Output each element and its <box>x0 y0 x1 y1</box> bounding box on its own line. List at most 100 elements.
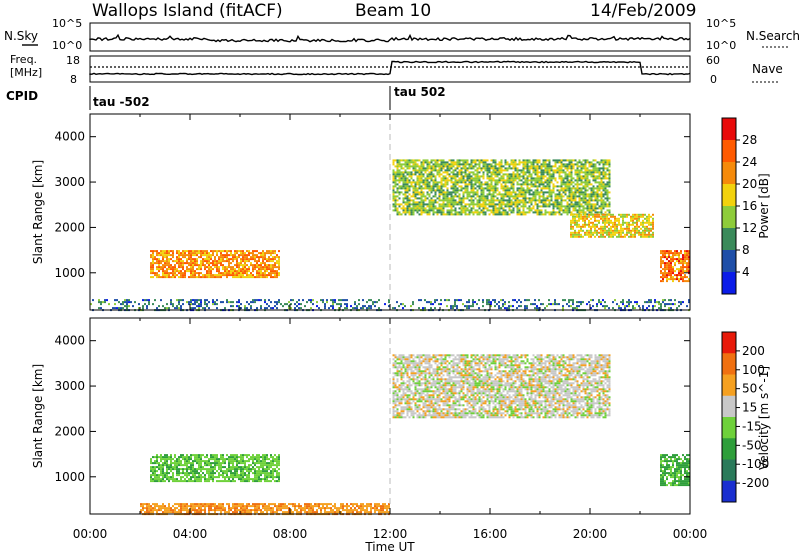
power-cell <box>562 299 564 302</box>
velocity-cell <box>278 474 280 477</box>
power-cell <box>248 252 250 255</box>
velocity-cell <box>198 456 200 459</box>
power-cell <box>620 229 622 232</box>
power-cell <box>228 258 230 261</box>
velocity-cell <box>248 458 250 461</box>
power-cell <box>452 163 455 166</box>
power-cell <box>612 225 614 228</box>
power-cell <box>508 213 511 216</box>
power-cell <box>648 231 650 234</box>
power-cell <box>174 264 176 267</box>
power-cell <box>666 262 668 265</box>
power-cell <box>420 193 423 196</box>
power-cell <box>600 185 603 188</box>
power-cell <box>470 183 473 186</box>
power-cell <box>570 175 573 178</box>
power-cell <box>442 211 445 214</box>
power-cell <box>518 173 521 176</box>
power-cell <box>604 159 607 162</box>
power-cell <box>412 201 415 204</box>
power-cell <box>412 181 415 184</box>
velocity-cell <box>182 480 184 483</box>
power-cell <box>524 177 527 180</box>
power-cell <box>472 171 475 174</box>
power-cbar-tick-label-4: 20 <box>742 177 757 191</box>
date-title: 14/Feb/2009 <box>590 1 696 21</box>
power-cell <box>588 235 590 238</box>
power-cell <box>440 205 443 208</box>
power-cell <box>502 177 505 180</box>
power-cell <box>588 207 591 210</box>
power-cell <box>662 250 664 253</box>
power-cell <box>540 165 543 168</box>
velocity-cell <box>158 478 160 481</box>
power-cell <box>486 207 489 210</box>
velocity-cell <box>164 454 166 457</box>
velocity-cell <box>234 476 236 479</box>
power-cell <box>404 171 407 174</box>
power-cell <box>210 254 212 257</box>
power-cell <box>486 173 489 176</box>
power-cell <box>542 185 545 188</box>
velocity-cell <box>166 460 168 463</box>
power-cell <box>526 177 529 180</box>
power-cell <box>508 191 511 194</box>
power-cell <box>198 272 200 275</box>
power-cell <box>548 163 551 166</box>
velocity-cell <box>248 454 250 457</box>
power-cell <box>402 187 405 190</box>
power-cell <box>462 211 465 214</box>
power-cell <box>498 161 501 164</box>
power-cell <box>102 301 104 304</box>
power-cell <box>438 165 441 168</box>
power-cell <box>498 191 501 194</box>
velocity-cell <box>252 454 254 457</box>
power-cell <box>576 189 579 192</box>
power-cell <box>260 254 262 257</box>
power-cell <box>516 171 519 174</box>
power-cell <box>466 213 469 216</box>
power-cell <box>598 235 600 238</box>
power-cell <box>586 183 589 186</box>
velocity-cell <box>212 462 214 465</box>
power-cell <box>598 193 601 196</box>
power-cell <box>588 181 591 184</box>
power-cell <box>634 225 636 228</box>
power-cell <box>604 213 606 216</box>
power-cell <box>592 215 594 218</box>
power-cell <box>412 211 415 214</box>
power-cell <box>246 272 248 275</box>
velocity-cell <box>234 454 236 457</box>
power-cell <box>172 276 174 279</box>
velocity-cell <box>244 474 246 477</box>
power-cell <box>632 305 634 308</box>
power-cell <box>470 159 473 162</box>
power-cell <box>284 303 286 306</box>
power-cell <box>460 169 463 172</box>
power-cell <box>666 256 668 259</box>
power-cell <box>166 254 168 257</box>
power-cell <box>544 199 547 202</box>
power-cell <box>590 187 593 190</box>
velocity-cell <box>196 468 198 471</box>
velocity-cell <box>180 456 182 459</box>
velocity-cell <box>252 458 254 461</box>
power-cell <box>596 171 599 174</box>
power-cell <box>488 205 491 208</box>
power-cell <box>610 233 612 236</box>
velocity-cell <box>244 472 246 475</box>
power-cell <box>666 272 668 275</box>
power-cell <box>534 211 537 214</box>
power-cell <box>606 181 609 184</box>
power-cell <box>610 231 612 234</box>
power-cell <box>554 165 557 168</box>
power-cell <box>596 193 599 196</box>
power-cell <box>152 270 154 273</box>
power-cell <box>474 191 477 194</box>
power-cell <box>552 169 555 172</box>
power-cell <box>582 229 584 232</box>
power-cell <box>608 185 611 188</box>
power-cell <box>576 223 578 226</box>
power-cell <box>260 256 262 259</box>
power-cell <box>642 219 644 222</box>
